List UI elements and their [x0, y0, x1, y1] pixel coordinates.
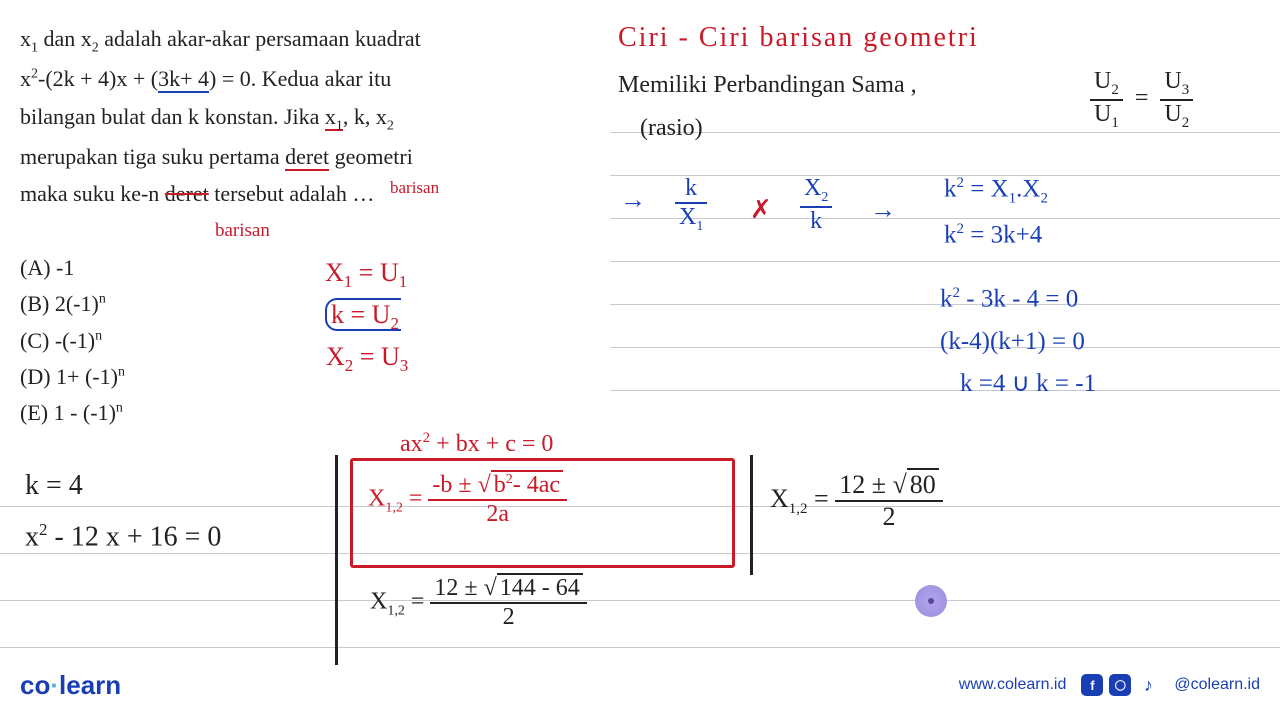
facebook-icon[interactable]: f	[1081, 674, 1103, 696]
assign-x1-u1: X1 = U1	[325, 258, 407, 292]
annotation-barisan-2: barisan	[215, 220, 270, 242]
assign-x2-u3: X2 = U3	[326, 342, 408, 376]
factored: (k-4)(k+1) = 0	[940, 328, 1085, 356]
ratio-fraction: U2 U1 = U3 U2	[1090, 68, 1193, 132]
problem-line1a: x	[20, 26, 31, 51]
social-icons: f ◯ ♪	[1081, 674, 1159, 696]
arrow-2: →	[870, 195, 896, 225]
k-over-x1: k X1	[675, 175, 707, 235]
instagram-icon[interactable]: ◯	[1109, 674, 1131, 696]
cursor-indicator	[915, 585, 947, 617]
k2-minus-3k-4: k2 - 3k - 4 = 0	[940, 285, 1078, 313]
x12-computation: X1,2 = 12 ± √144 - 64 2	[370, 575, 587, 631]
quadratic-formula-box: X1,2 = -b ± √b2- 4ac 2a	[360, 470, 575, 530]
memiliki-text: Memiliki Perbandingan Sama ,	[618, 72, 917, 99]
x2-over-k: X2 k	[800, 175, 832, 235]
footer: co·learn www.colearn.id f ◯ ♪ @colearn.i…	[0, 665, 1280, 705]
divider-2	[750, 455, 753, 575]
quadratic-eq: x2 - 12 x + 16 = 0	[25, 520, 221, 553]
problem-text: x1 dan x2 adalah akar-akar persamaan kua…	[20, 20, 610, 213]
x12-right: X1,2 = 12 ± √80 2	[770, 470, 943, 532]
k-eq-4: k = 4	[25, 470, 83, 502]
cross-icon: ✗	[750, 195, 772, 225]
arrow-1: →	[620, 185, 646, 215]
answer-options: (A) -1 (B) 2(-1)n (C) -(-1)n (D) 1+ (-1)…	[20, 250, 125, 431]
divider-1	[335, 455, 338, 665]
assign-k-u2: k = U2	[325, 300, 401, 334]
logo: co·learn	[20, 670, 121, 701]
general-form: ax2 + bx + c = 0	[400, 430, 553, 458]
tiktok-icon[interactable]: ♪	[1137, 674, 1159, 696]
k2-eq-x1x2: k2 = X1.X2 k2 = 3k+4	[940, 175, 1052, 250]
footer-url[interactable]: www.colearn.id	[959, 676, 1067, 694]
rasio-text: (rasio)	[640, 115, 703, 142]
title-ciri: Ciri - Ciri barisan geometri	[618, 22, 979, 54]
annotation-barisan-1: barisan	[390, 178, 439, 198]
social-handle: @colearn.id	[1174, 676, 1260, 694]
k-solutions: k =4 ∪ k = -1	[960, 368, 1096, 398]
